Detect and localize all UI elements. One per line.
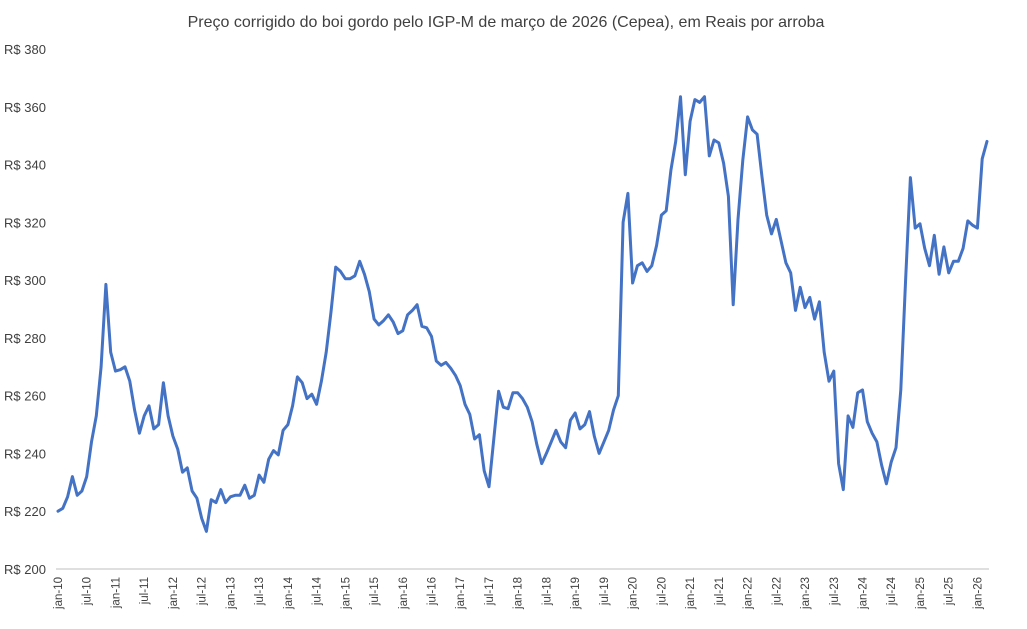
x-tick-label: jan-10 xyxy=(53,577,65,610)
x-tick-label: jul-25 xyxy=(944,577,956,606)
x-tick-label: jan-13 xyxy=(225,577,237,610)
y-tick-label: R$ 200 xyxy=(4,562,46,577)
x-tick-label: jan-11 xyxy=(110,577,122,609)
x-tick-label: jul-18 xyxy=(541,577,553,606)
x-tick-label: jul-17 xyxy=(484,577,496,606)
y-tick-label: R$ 340 xyxy=(4,158,46,173)
series-line xyxy=(56,95,989,533)
x-tick-label: jan-12 xyxy=(168,577,180,610)
y-tick-label: R$ 380 xyxy=(4,42,46,57)
chart-title: Preço corrigido do boi gordo pelo IGP-M … xyxy=(188,14,825,31)
x-tick-label: jul-15 xyxy=(369,577,381,606)
x-tick-label: jul-12 xyxy=(197,577,209,606)
x-tick-label: jan-14 xyxy=(283,576,295,610)
x-tick-label: jan-26 xyxy=(972,577,984,610)
x-axis-ticks: jan-10 jul-10 jan-11 jul-11 jan-12 jul-12 jan-… xyxy=(53,576,984,610)
y-tick-label: R$ 280 xyxy=(4,331,46,346)
y-axis-ticks: R$ 200 R$ 220 R$ 240 R$ 260 R$ 280 R$ 300 R$ 3… xyxy=(4,42,46,577)
x-tick-label: jan-21 xyxy=(685,577,697,610)
x-tick-label: jul-23 xyxy=(829,577,841,606)
x-tick-label: jan-20 xyxy=(628,577,640,610)
y-tick-label: R$ 360 xyxy=(4,100,46,115)
x-tick-label: jul-11 xyxy=(139,577,151,605)
y-tick-label: R$ 300 xyxy=(4,273,46,288)
x-tick-label: jul-13 xyxy=(254,577,266,606)
x-tick-label: jan-24 xyxy=(857,576,869,610)
x-tick-label: jan-18 xyxy=(513,577,525,610)
x-tick-label: jan-15 xyxy=(340,577,352,610)
x-tick-label: jul-20 xyxy=(656,577,668,606)
x-tick-label: jan-19 xyxy=(570,577,582,610)
x-tick-label: jul-22 xyxy=(771,577,783,606)
x-tick-label: jul-24 xyxy=(886,576,898,606)
x-tick-label: jan-16 xyxy=(398,577,410,610)
x-tick-label: jul-10 xyxy=(82,577,94,606)
x-tick-label: jul-19 xyxy=(599,577,611,606)
x-tick-label: jan-23 xyxy=(800,577,812,610)
x-tick-label: jul-21 xyxy=(714,577,726,606)
y-tick-label: R$ 320 xyxy=(4,215,46,230)
x-tick-label: jan-22 xyxy=(743,577,755,610)
x-tick-label: jan-25 xyxy=(915,577,927,610)
y-tick-label: R$ 220 xyxy=(4,504,46,519)
series-group xyxy=(56,95,989,533)
x-tick-label: jul-16 xyxy=(427,577,439,606)
x-tick-label: jan-17 xyxy=(455,577,467,610)
y-tick-label: R$ 260 xyxy=(4,389,46,404)
y-tick-label: R$ 240 xyxy=(4,446,46,461)
x-tick-label: jul-14 xyxy=(312,576,324,606)
